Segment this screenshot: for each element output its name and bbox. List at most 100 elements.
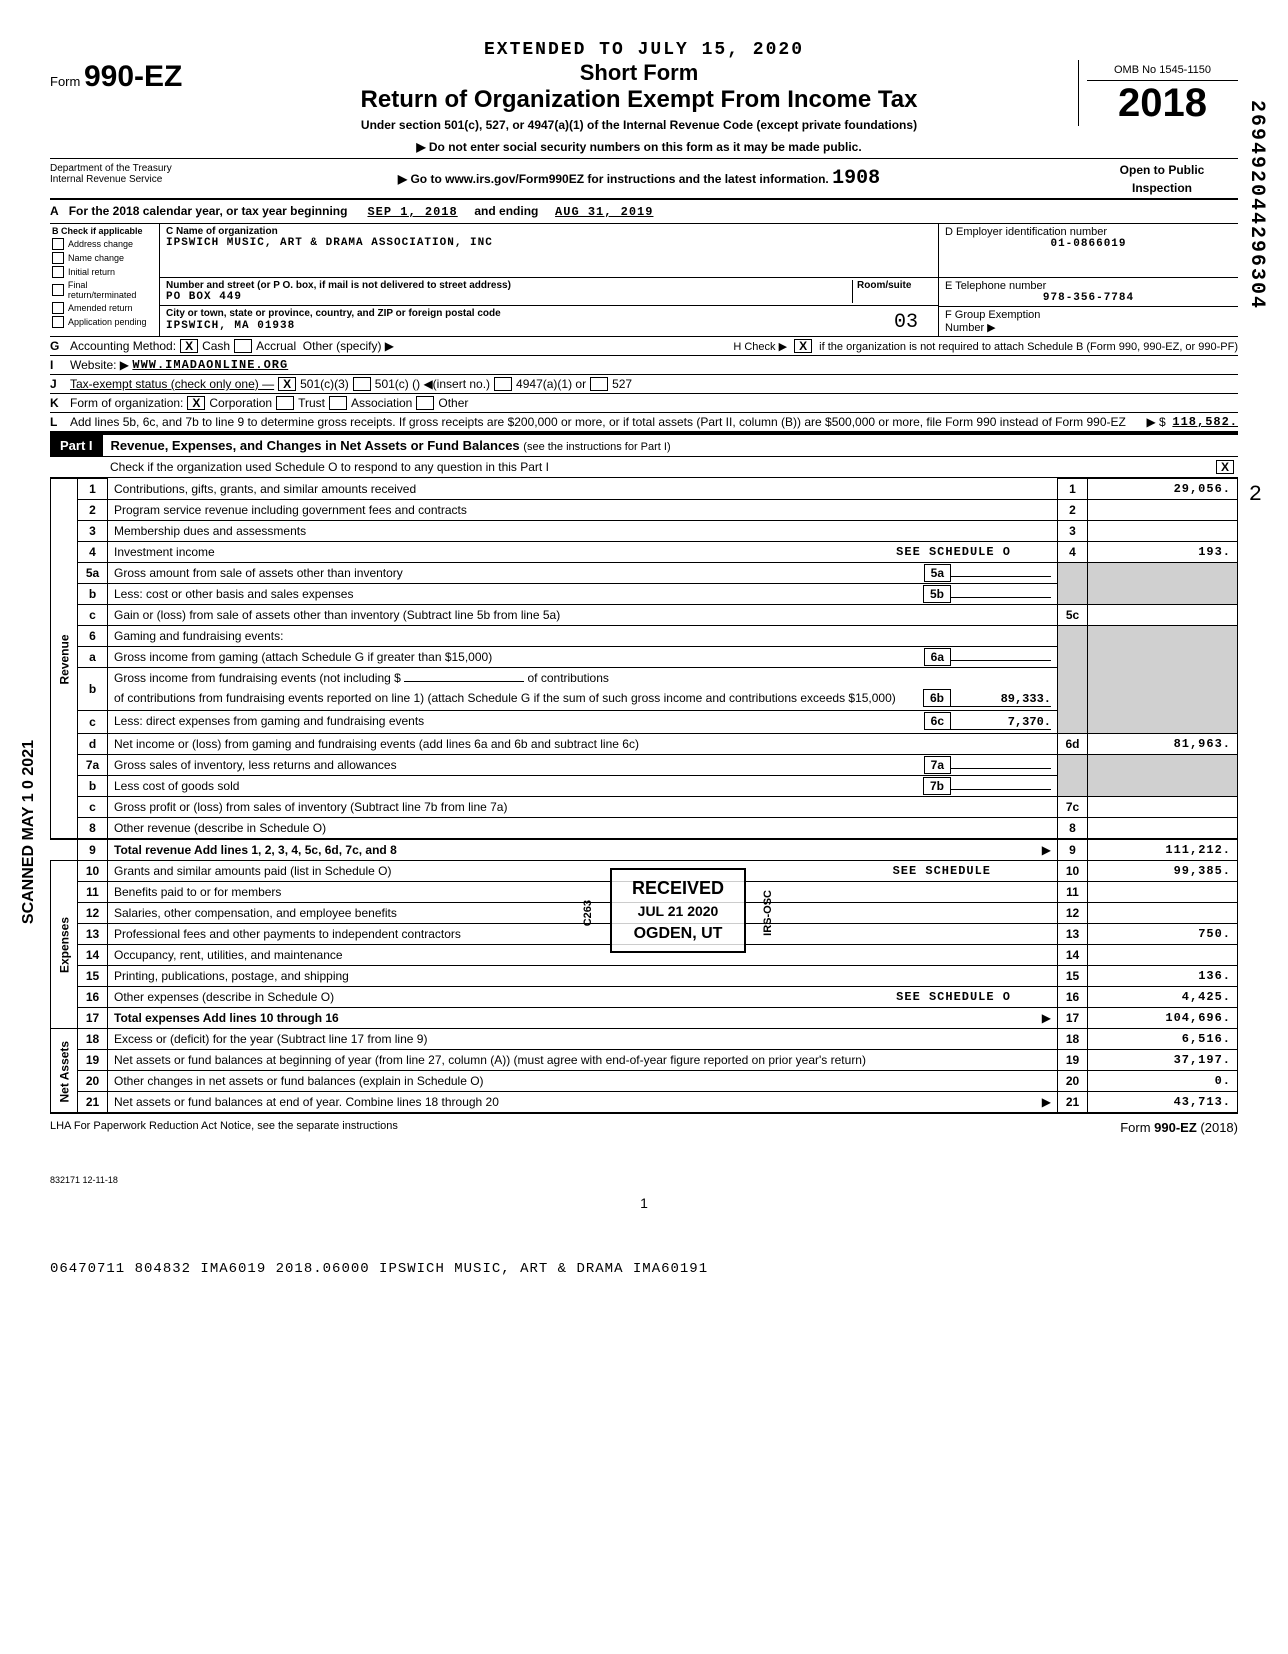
l6a-box: 6a — [924, 648, 951, 666]
l16-desc: Other expenses (describe in Schedule O) … — [108, 987, 1058, 1008]
and-ending: and ending — [474, 204, 538, 218]
ssn-warning: ▶ Do not enter social security numbers o… — [200, 140, 1078, 154]
chk-other-org[interactable] — [416, 396, 434, 410]
l15-amt: 136. — [1088, 966, 1238, 987]
margin-2: 2 — [1249, 482, 1262, 507]
l7a-num: 7a — [78, 755, 108, 776]
l6b-box: 6b — [923, 689, 951, 707]
l6-shade — [1058, 626, 1088, 734]
l19-num: 19 — [78, 1050, 108, 1071]
l5a-inner-amt — [951, 576, 1051, 577]
l6d-amt: 81,963. — [1088, 734, 1238, 755]
lbl-initial: Initial return — [68, 267, 115, 277]
form-number-box: Form 990-EZ — [50, 60, 200, 94]
l10-desc: Grants and similar amounts paid (list in… — [108, 861, 1058, 882]
l10-note: SEE SCHEDULE — [893, 864, 991, 878]
acct-method-label: Accounting Method: — [70, 339, 176, 353]
l1-desc: Contributions, gifts, grants, and simila… — [108, 479, 1058, 500]
period-end: AUG 31, 2019 — [555, 205, 653, 219]
city: IPSWICH, MA 01938 — [166, 320, 295, 332]
l7c-col: 7c — [1058, 797, 1088, 818]
l11-amt — [1088, 882, 1238, 903]
chk-501c3[interactable]: X — [278, 377, 296, 391]
l4-desc: Investment income SEE SCHEDULE O — [108, 542, 1058, 563]
room-label: Room/suite — [857, 280, 932, 291]
inspection: Inspection — [1086, 177, 1238, 195]
l4-num: 4 — [78, 542, 108, 563]
l5b-desc: Less: cost or other basis and sales expe… — [108, 584, 1058, 605]
website-label: Website: ▶ — [70, 358, 129, 372]
chk-501c[interactable] — [353, 377, 371, 391]
handwritten-03: 03 — [894, 311, 918, 334]
chk-trust[interactable] — [276, 396, 294, 410]
period-label: For the 2018 calendar year, or tax year … — [69, 204, 348, 218]
l8-amt — [1088, 818, 1238, 840]
period-line: A For the 2018 calendar year, or tax yea… — [50, 200, 1238, 224]
l5c-amt — [1088, 605, 1238, 626]
l1-col: 1 — [1058, 479, 1088, 500]
chk-amended[interactable] — [52, 302, 64, 314]
chk-name-change[interactable] — [52, 252, 64, 264]
phone: 978-356-7784 — [945, 292, 1232, 304]
l7b-inner-amt — [951, 789, 1051, 790]
l7a-desc: Gross sales of inventory, less returns a… — [108, 755, 1058, 776]
dept-line1: Department of the Treasury — [50, 163, 200, 174]
l8-desc: Other revenue (describe in Schedule O) — [108, 818, 1058, 840]
chk-initial[interactable] — [52, 266, 64, 278]
line-i: I Website: ▶ WWW.IMADAONLINE.ORG — [50, 356, 1238, 375]
city-label: City or town, state or province, country… — [166, 308, 932, 319]
l9-arrow: ▶ — [1042, 843, 1051, 857]
l6-num: 6 — [78, 626, 108, 647]
part1-title: Revenue, Expenses, and Changes in Net As… — [103, 438, 671, 453]
l4-note: SEE SCHEDULE O — [896, 545, 1011, 559]
l6d-col: 6d — [1058, 734, 1088, 755]
l17-arrow: ▶ — [1042, 1011, 1051, 1025]
chk-cash[interactable]: X — [180, 339, 198, 353]
side-code: 269492044296304 — [1245, 100, 1268, 310]
l16-note: SEE SCHEDULE O — [896, 990, 1011, 1004]
l18-desc: Excess or (deficit) for the year (Subtra… — [108, 1029, 1058, 1050]
chk-app-pending[interactable] — [52, 316, 64, 328]
l20-amt: 0. — [1088, 1071, 1238, 1092]
l20-num: 20 — [78, 1071, 108, 1092]
dept-row: Department of the Treasury Internal Reve… — [50, 158, 1238, 200]
l7a-box: 7a — [924, 756, 951, 774]
chk-accrual[interactable] — [234, 339, 252, 353]
chk-4947[interactable] — [494, 377, 512, 391]
stamp-c263: C263 — [582, 900, 594, 926]
chk-527[interactable] — [590, 377, 608, 391]
l6d-num: d — [78, 734, 108, 755]
l2-desc: Program service revenue including govern… — [108, 500, 1058, 521]
chk-final[interactable] — [52, 284, 64, 296]
l10-amt: 99,385. — [1088, 861, 1238, 882]
l16-num: 16 — [78, 987, 108, 1008]
chk-schedule-o[interactable]: X — [1216, 460, 1234, 474]
chk-corp[interactable]: X — [187, 396, 205, 410]
l5c-desc: Gain or (loss) from sale of assets other… — [108, 605, 1058, 626]
l6-desc: Gaming and fundraising events: — [108, 626, 1058, 647]
goto-text: ▶ Go to www.irs.gov/Form990EZ for instru… — [398, 172, 829, 186]
l12-amt — [1088, 903, 1238, 924]
l6c-val: 7,370. — [951, 715, 1051, 730]
l5b-box: 5b — [923, 585, 951, 603]
chk-schedule-b[interactable]: X — [794, 339, 812, 353]
l13-col: 13 — [1058, 924, 1088, 945]
lbl-501c3: 501(c)(3) — [300, 377, 349, 391]
group-exempt-label: F Group Exemption — [945, 309, 1232, 321]
chk-addr-change[interactable] — [52, 238, 64, 250]
line-l-arrow: ▶ $ — [1146, 415, 1165, 429]
l7a-inner-amt — [951, 768, 1051, 769]
l5a-desc: Gross amount from sale of assets other t… — [108, 563, 1058, 584]
l5ab-shade-amt — [1088, 563, 1238, 605]
lbl-corp: Corporation — [209, 396, 272, 410]
l6b-num: b — [78, 668, 108, 711]
footer-lha: LHA For Paperwork Reduction Act Notice, … — [50, 1120, 398, 1135]
col-b-header: B Check if applicable — [52, 226, 157, 236]
dept-line2: Internal Revenue Service — [50, 174, 200, 185]
footer-bottom: 06470711 804832 IMA6019 2018.06000 IPSWI… — [50, 1261, 1238, 1277]
extended-date: EXTENDED TO JULY 15, 2020 — [50, 40, 1238, 60]
chk-assoc[interactable] — [329, 396, 347, 410]
l4-col: 4 — [1058, 542, 1088, 563]
phone-label: E Telephone number — [945, 280, 1232, 292]
l1-num: 1 — [78, 479, 108, 500]
